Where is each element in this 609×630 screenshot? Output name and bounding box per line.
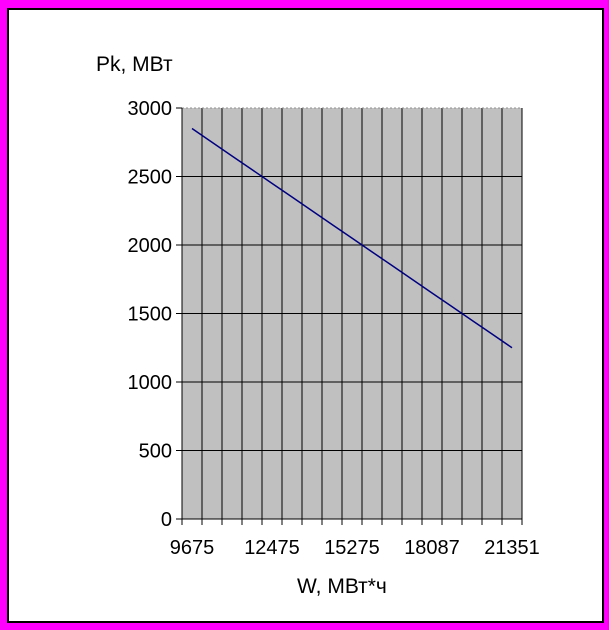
y-tick-label: 3000 (128, 98, 173, 120)
y-tick-label: 500 (139, 441, 172, 463)
x-tick-label: 21351 (484, 537, 540, 559)
x-tick-label: 18087 (404, 537, 460, 559)
x-tick-label: 12475 (244, 537, 300, 559)
y-axis-title: Pk, МВт (96, 53, 173, 76)
y-tick-label: 1000 (128, 372, 173, 394)
y-tick-label: 0 (161, 509, 172, 531)
y-tick-label: 2500 (128, 167, 173, 189)
x-tick-label: 9675 (170, 537, 215, 559)
series-line (191, 127, 513, 349)
y-tick-label: 1500 (128, 304, 173, 326)
x-tick-label: 15275 (324, 537, 380, 559)
y-tick-label: 2000 (128, 235, 173, 257)
x-axis-title: W, МВт*ч (297, 575, 387, 598)
